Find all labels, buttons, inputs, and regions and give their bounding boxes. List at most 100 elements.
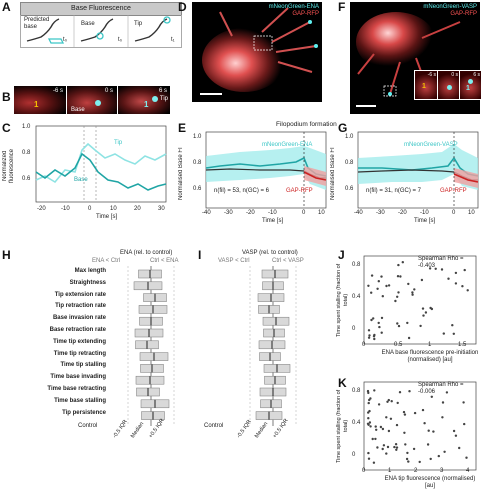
panel-label-b: B: [2, 90, 11, 104]
g-xtick-0: -40: [354, 210, 363, 216]
g-xtick-3: -10: [420, 210, 429, 216]
chart-h: [127, 266, 175, 426]
scatter-point: [370, 318, 373, 322]
scatter-point: [424, 311, 428, 314]
scatter-point: [427, 429, 430, 432]
scatter-point: [404, 443, 407, 446]
k-xtick-1: 1: [388, 468, 392, 474]
scatter-point: [402, 410, 406, 414]
scatter-point: [463, 422, 466, 426]
scatter-point: [380, 275, 383, 278]
time-label-a3: t₁: [171, 37, 175, 43]
scatter-point: [381, 427, 385, 431]
chart-e: [205, 131, 327, 209]
scatter-point: [367, 284, 370, 287]
scatter-point: [422, 314, 425, 317]
c-ylabel: Normalized fluorescence: [2, 148, 15, 184]
scatter-point: [394, 299, 397, 303]
scatter-point: [367, 417, 370, 420]
g-xtick-2: -20: [398, 210, 407, 216]
scatter-point: [407, 460, 410, 463]
i-control-label: Control: [204, 423, 224, 429]
g-xtick-1: -30: [376, 210, 385, 216]
scatter-point: [376, 446, 379, 449]
scatter-frame: [363, 255, 477, 345]
f-inset-2: 0 s: [437, 70, 460, 100]
h-row-label: Tip extension rate: [54, 291, 106, 298]
c-xtick-0: -20: [37, 206, 46, 212]
j-ytick-2: 0.8: [352, 262, 361, 268]
scatter-point: [389, 417, 393, 420]
c-xtick-1: -10: [61, 206, 70, 212]
g-ylabel: Normalised Base FI: [330, 147, 336, 201]
chart-c: [35, 125, 167, 203]
k-ylabel: Time spent stalling (fraction of total): [336, 389, 349, 463]
i-right-hdr: Ctrl < VASP: [272, 258, 304, 264]
panel-label-c: C: [2, 121, 11, 135]
i-left-hdr: VASP < Ctrl: [218, 258, 250, 264]
d-title-gap: GAP-RFP: [292, 11, 319, 17]
f-inset-1: -6 s 1: [414, 70, 438, 100]
scatter-point: [407, 282, 410, 286]
scatter-point: [420, 278, 424, 282]
h-row-label: Time tip retracting: [53, 350, 106, 357]
scatter-point: [368, 409, 371, 413]
scatter-point: [403, 413, 407, 416]
scatter-point: [461, 285, 464, 288]
g-ytick-0: 0.6: [345, 186, 354, 192]
h-row-label: Straightness: [69, 279, 106, 286]
scatter-point: [367, 457, 371, 460]
panel-label-d: D: [178, 0, 187, 14]
f-title-gap: GAP-RFP: [450, 11, 477, 17]
d-title-ena: mNeonGreen-ENA: [268, 4, 319, 10]
scatter-point: [370, 274, 374, 277]
g-series-vasp: mNeonGreen-VASP: [404, 142, 458, 148]
scatter-point: [398, 391, 402, 394]
b-tip-label: Tip: [159, 96, 168, 102]
b-frame-1-time: -6 s: [52, 88, 63, 94]
scatter-point: [441, 401, 445, 404]
scatter-point: [375, 428, 378, 431]
scatter-point: [452, 332, 455, 335]
scatter-point: [385, 416, 388, 419]
e-n-text: n(fil) = 53, n(GC) = 6: [214, 188, 270, 194]
e-xtick-1: -30: [224, 210, 233, 216]
i-title: VASP (rel. to control): [242, 250, 298, 256]
scatter-point: [373, 389, 376, 392]
b-marker-1: 1: [34, 100, 39, 109]
f-inset-1-time: -6 s: [427, 72, 436, 78]
scatter-point: [368, 334, 371, 337]
f-inset-2-time: 0 s: [451, 72, 458, 78]
scatter-frame: [363, 381, 477, 471]
g-ytick-2: 1.0: [345, 134, 354, 140]
scatter-point: [441, 416, 444, 419]
scatter-point: [369, 425, 372, 428]
e-series-ena: mNeonGreen-ENA: [262, 142, 313, 148]
scatter-point: [366, 422, 370, 425]
scatter-point: [385, 452, 388, 455]
scatter-point: [390, 400, 393, 403]
e-xtick-0: -40: [202, 210, 211, 216]
c-xtick-5: 30: [158, 206, 165, 212]
k-xtick-3: 3: [440, 468, 444, 474]
h-right-hdr: Ctrl < ENA: [150, 258, 179, 264]
f-title-vasp: mNeonGreen-VASP: [423, 4, 477, 10]
b-frame-2: 0 s Base: [67, 86, 117, 114]
h-row-label: Tip persistence: [62, 409, 106, 416]
k-ytick-2: 0.8: [352, 388, 361, 394]
e-xlabel: Time [s]: [262, 218, 284, 224]
c-tip-label: Tip: [114, 140, 123, 146]
time-label-a1: t₀: [63, 37, 68, 43]
scatter-point: [373, 337, 376, 341]
scatter-point: [368, 398, 371, 402]
scatter-point: [377, 321, 380, 325]
scatter-point: [367, 336, 371, 339]
scatter-point: [372, 317, 375, 320]
h-row-label: Tip retraction rate: [55, 303, 106, 310]
g-xtick-4: 0: [452, 210, 456, 216]
scatter-point: [411, 291, 414, 294]
scatter-point: [437, 454, 440, 458]
scatter-point: [371, 437, 374, 441]
f-marker-1: 1: [422, 83, 426, 90]
k-xlabel: ENA tip fluorescence (normalised) [au]: [384, 476, 476, 489]
